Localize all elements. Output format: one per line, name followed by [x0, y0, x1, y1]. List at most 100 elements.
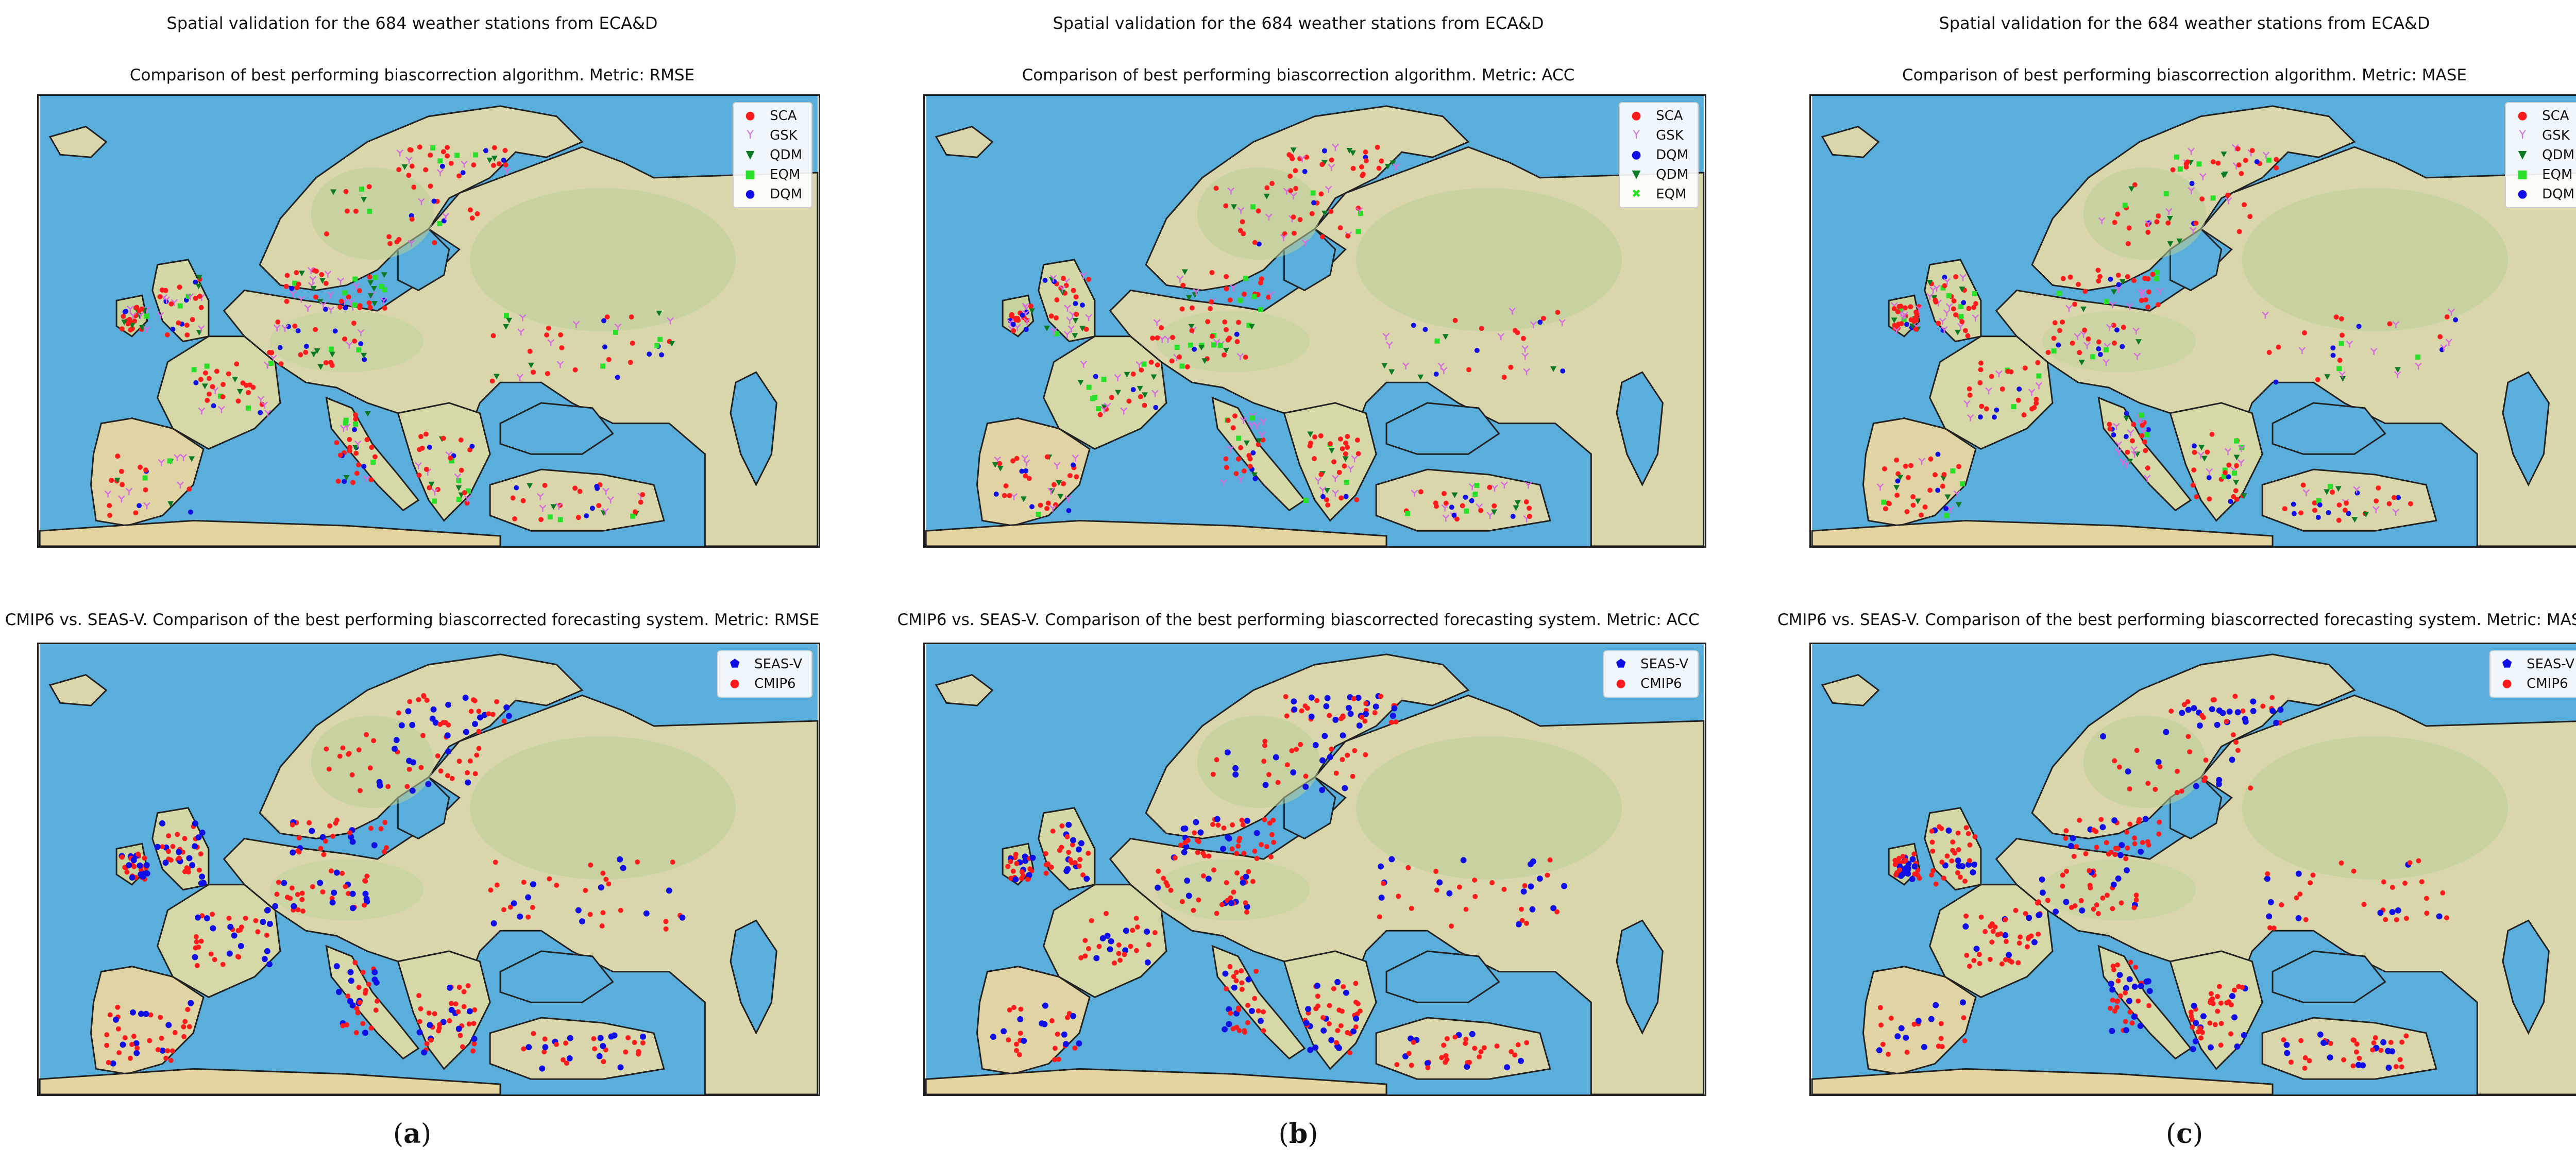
station-marker-cmip6 [2307, 1058, 2312, 1064]
station-marker-gsk [1558, 318, 1566, 326]
station-marker-gsk [357, 329, 365, 336]
station-marker-cmip6 [507, 904, 513, 910]
station-marker-sca [1342, 463, 1347, 469]
station-marker-sca [344, 208, 350, 214]
station-marker-cmip6 [158, 1015, 163, 1020]
station-marker-eqm [382, 287, 387, 293]
station-marker-seas-v [465, 779, 471, 786]
station-marker-seas-v [1346, 704, 1352, 711]
station-marker-cmip6 [2350, 1037, 2356, 1043]
station-marker-cmip6 [1444, 1036, 1450, 1041]
station-marker-cmip6 [307, 820, 312, 825]
station-marker-sca [2191, 467, 2197, 473]
station-marker-cmip6 [2133, 892, 2139, 898]
station-marker-cmip6 [2267, 925, 2273, 931]
station-marker-seas-v [2327, 1054, 2333, 1061]
station-marker-gsk [2028, 389, 2036, 396]
station-marker-sca [1071, 288, 1076, 293]
station-marker-gsk [2188, 147, 2195, 155]
station-marker-sca [2342, 508, 2348, 513]
station-marker-cmip6 [1243, 900, 1248, 906]
station-marker-gsk [1918, 458, 1926, 465]
station-marker-seas-v [463, 729, 469, 735]
station-marker-seas-v [333, 963, 340, 970]
station-marker-cmip6 [2397, 1057, 2403, 1063]
station-marker-qdm [167, 501, 174, 507]
station-marker-cmip6 [432, 1011, 437, 1017]
station-marker-cmip6 [1298, 741, 1303, 747]
station-marker-dqm [647, 351, 652, 357]
station-marker-cmip6 [1353, 981, 1359, 986]
station-marker-seas-v [199, 830, 206, 836]
station-marker-cmip6 [1915, 868, 1921, 873]
station-marker-gsk [1501, 481, 1508, 489]
station-marker-dqm [584, 513, 589, 519]
station-markers [992, 143, 1566, 522]
station-marker-qdm [1959, 286, 1965, 293]
station-marker-gsk [1916, 305, 1923, 313]
station-marker-seas-v [2219, 710, 2226, 716]
legend-item-dqm: ● DQM [1626, 145, 1688, 165]
station-marker-seas-v [1228, 900, 1234, 906]
station-marker-cmip6 [404, 784, 410, 789]
station-marker-gsk [2103, 359, 2110, 366]
station-marker-cmip6 [1236, 1028, 1242, 1034]
station-marker-cmip6 [1122, 952, 1127, 957]
station-marker-cmip6 [2133, 965, 2139, 970]
station-marker-sca [2243, 158, 2248, 163]
station-marker-dqm [2016, 386, 2022, 392]
station-map-algorithm [925, 96, 1705, 546]
station-marker-sca [226, 371, 231, 377]
station-marker-qdm [1955, 502, 1962, 508]
station-marker-eqm [2222, 474, 2227, 479]
station-marker-sca [1460, 503, 1465, 509]
station-marker-dqm [431, 198, 437, 204]
station-marker-eqm [1217, 343, 1223, 348]
station-marker-sca [283, 283, 289, 289]
station-marker-seas-v [1308, 694, 1315, 701]
station-marker-sca [2215, 160, 2221, 166]
station-marker-cmip6 [1016, 1052, 1022, 1057]
station-marker-cmip6 [2016, 940, 2022, 946]
station-marker-seas-v [405, 708, 412, 715]
station-marker-cmip6 [2195, 1029, 2201, 1035]
station-marker-sca [1232, 413, 1238, 419]
station-marker-cmip6 [1441, 1042, 1447, 1048]
station-marker-sca [510, 495, 516, 501]
station-marker-cmip6 [1262, 743, 1267, 748]
station-marker-gsk [2132, 327, 2140, 335]
station-marker-gsk [2353, 486, 2361, 494]
station-marker-eqm [2177, 166, 2183, 172]
station-marker-seas-v [1340, 732, 1346, 739]
station-marker-cmip6 [1936, 1043, 1941, 1049]
station-marker-dqm [1066, 508, 1072, 513]
station-marker-gsk [1933, 284, 1940, 292]
station-marker-cmip6 [2074, 844, 2079, 849]
station-marker-gsk [1265, 213, 1273, 221]
station-marker-cmip6 [163, 1055, 168, 1061]
station-marker-sca [1324, 497, 1329, 502]
station-marker-gsk [1049, 275, 1057, 282]
station-marker-cmip6 [2060, 883, 2065, 889]
station-marker-qdm [361, 352, 367, 359]
station-marker-sca [323, 360, 329, 365]
station-marker-cmip6 [181, 1024, 187, 1030]
station-marker-seas-v [195, 914, 201, 921]
triangle-down-icon: ▼ [745, 148, 755, 161]
station-marker-dqm [2453, 317, 2459, 323]
station-marker-sca [1209, 333, 1215, 339]
station-marker-seas-v [393, 737, 400, 744]
legend-item-eqm: ✖ EQM [1626, 184, 1688, 204]
station-marker-dqm [1994, 407, 1999, 413]
legend-item-gsk: Y GSK [2512, 126, 2574, 145]
station-marker-cmip6 [1977, 960, 1982, 966]
station-marker-seas-v [1955, 857, 1961, 864]
station-marker-eqm [473, 152, 479, 158]
legend: ● SCA Y GSK ▼ QDM ■ EQM ● DQM [733, 102, 812, 208]
station-marker-cmip6 [2378, 1048, 2384, 1053]
station-marker-eqm [2104, 299, 2109, 305]
station-marker-dqm [2111, 432, 2116, 437]
station-marker-gsk [2145, 220, 2152, 228]
station-marker-seas-v [2389, 909, 2396, 915]
station-marker-gsk [2065, 305, 2073, 312]
